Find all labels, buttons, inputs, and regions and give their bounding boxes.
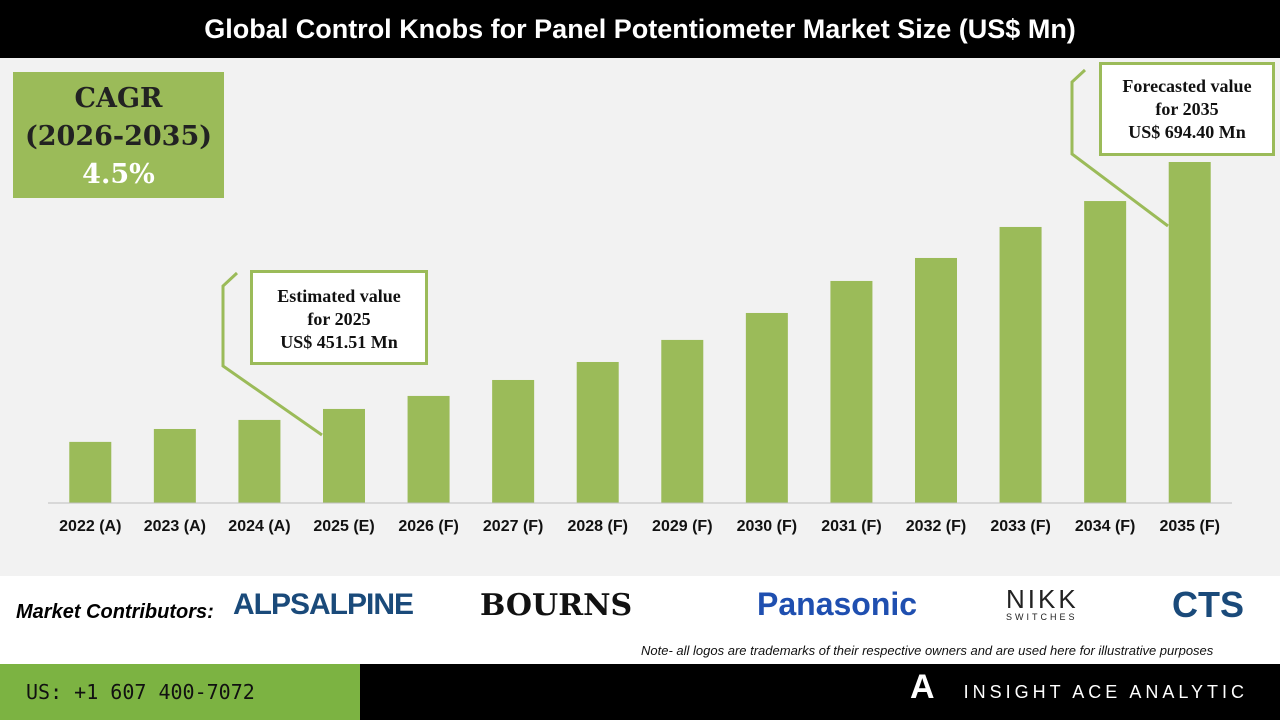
footer-brand-bar: A INSIGHT ACE ANALYTIC <box>360 664 1280 720</box>
callout-text: for 2035 <box>1155 99 1219 119</box>
bar <box>1084 201 1127 503</box>
callout-value: US$ 451.51 Mn <box>280 332 398 352</box>
brand-logo-icon: A <box>910 668 935 706</box>
bourns-logo: BOURNS <box>480 588 633 623</box>
x-tick-label: 2031 (F) <box>821 518 881 535</box>
cts-logo: CTS <box>1172 584 1244 625</box>
contributors-label: Market Contributors: <box>16 601 214 623</box>
brand-name: INSIGHT ACE ANALYTIC <box>963 682 1248 702</box>
bar <box>745 312 788 503</box>
cagr-period: (2026-2035) <box>24 121 213 152</box>
bar <box>830 280 873 503</box>
nikk-logo: NIKK <box>1006 584 1079 614</box>
panasonic-logo: Panasonic <box>757 586 918 622</box>
x-tick-label: 2032 (F) <box>906 518 966 535</box>
bar <box>915 257 957 503</box>
bar-chart: 2022 (A) 2023 (A) 2024 (A) 2025 (E) 2026 (F)… <box>48 68 1232 535</box>
x-tick-label: 2027 (F) <box>483 518 543 535</box>
x-tick-label: 2033 (F) <box>990 518 1050 535</box>
chart-title: Global Control Knobs for Panel Potentiom… <box>0 0 1280 58</box>
x-tick-label: 2024 (A) <box>228 518 290 535</box>
trademark-note: Note- all logos are trademarks of their … <box>641 643 1214 658</box>
callout-leader-line <box>1070 68 1169 228</box>
x-tick-label: 2028 (F) <box>567 518 627 535</box>
forecast-callout: Forecasted value for 2035 US$ 694.40 Mn <box>1099 62 1275 156</box>
bar <box>1168 162 1211 503</box>
x-tick-label: 2026 (F) <box>398 518 458 535</box>
x-tick-label: 2022 (A) <box>59 518 121 535</box>
nikk-switches-text: SWITCHES <box>1006 612 1078 622</box>
alpsalpine-logo: ALPSALPINE <box>233 588 414 621</box>
cagr-box: CAGR (2026-2035) 4.5% <box>13 72 224 198</box>
bar <box>69 441 112 503</box>
x-tick-label: 2029 (F) <box>652 518 712 535</box>
callout-value: US$ 694.40 Mn <box>1128 122 1246 142</box>
x-tick-label: 2034 (F) <box>1075 518 1135 535</box>
plot-area: 2022 (A) 2023 (A) 2024 (A) 2025 (E) 2026 (F)… <box>0 58 1280 576</box>
contributors-strip <box>0 576 1280 664</box>
x-tick-label: 2030 (F) <box>737 518 797 535</box>
x-tick-label: 2025 (E) <box>313 518 374 535</box>
bar <box>323 408 365 503</box>
callout-text: Forecasted value <box>1122 76 1252 96</box>
callout-text: for 2025 <box>307 309 371 329</box>
phone-number: US: +1 607 400-7072 <box>0 664 360 720</box>
callout-leader-line <box>221 271 323 437</box>
x-tick-label: 2035 (F) <box>1159 518 1219 535</box>
bar <box>153 428 196 503</box>
cagr-value: 4.5% <box>82 159 155 190</box>
bar <box>407 395 450 503</box>
estimated-callout: Estimated value for 2025 US$ 451.51 Mn <box>250 270 428 365</box>
x-tick-label: 2023 (A) <box>144 518 206 535</box>
bar <box>661 339 704 503</box>
callout-text: Estimated value <box>277 286 401 306</box>
bar <box>576 361 619 503</box>
bar <box>492 379 535 503</box>
cagr-label: CAGR <box>74 83 163 114</box>
bar <box>238 419 281 503</box>
bar <box>999 226 1042 503</box>
